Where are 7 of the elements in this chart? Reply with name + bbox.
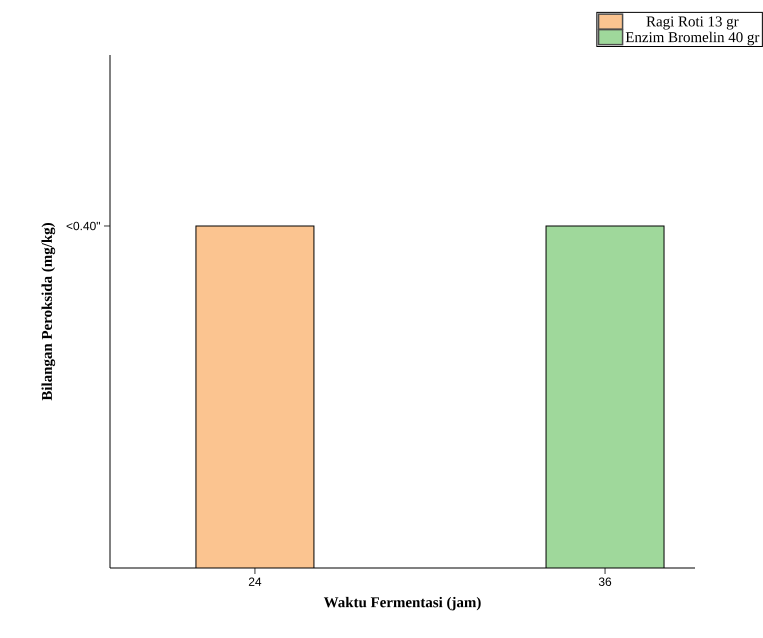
x-axis-title: Waktu Fermentasi (jam) — [324, 596, 481, 610]
x-tick-label: 36 — [598, 578, 612, 586]
x-tick-label: 24 — [248, 578, 262, 586]
legend-label: Ragi Roti 13 gr — [646, 16, 738, 30]
text: <0.40" — [66, 222, 100, 230]
y-axis-title: Bilangan Peroksida (mg/kg) — [41, 223, 56, 400]
legend-label: Enzim Bromelin 40 gr — [626, 32, 760, 46]
